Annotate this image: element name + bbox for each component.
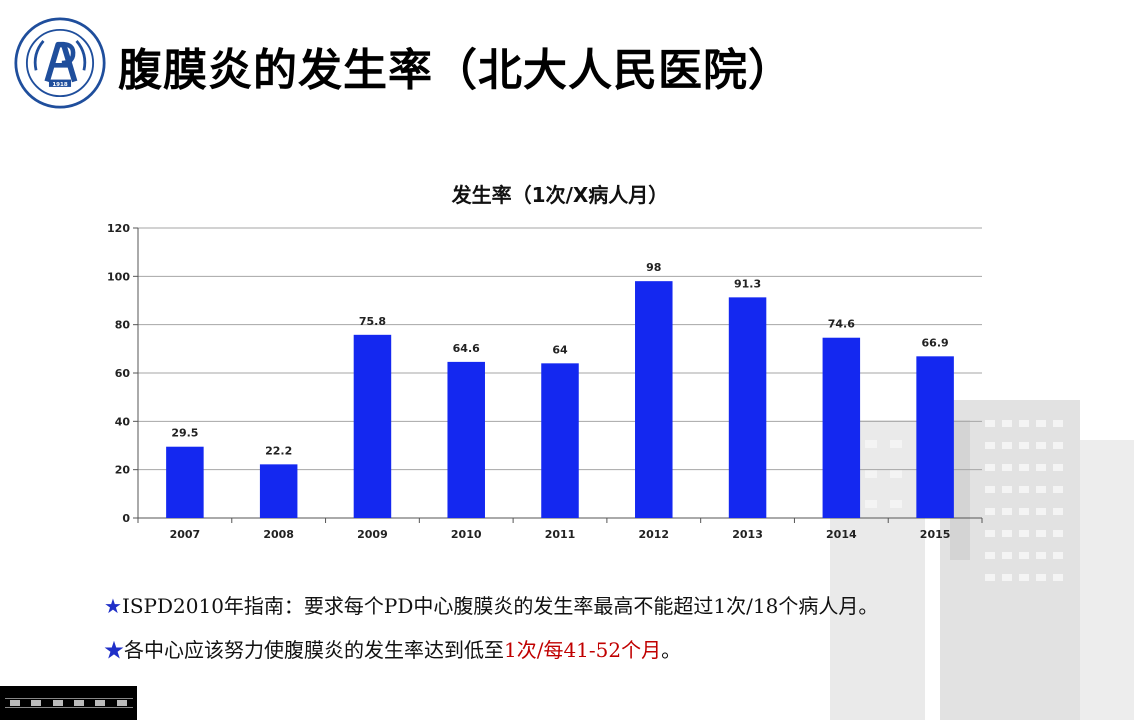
y-tick-label: 120 xyxy=(107,222,130,235)
x-tick-label-2013: 2013 xyxy=(732,528,763,541)
data-label-2011: 64 xyxy=(552,343,568,356)
bar-2008 xyxy=(259,464,298,518)
bar-2013 xyxy=(728,297,767,518)
y-tick-label: 0 xyxy=(122,512,130,525)
toolbar-controls-icon xyxy=(4,698,133,708)
y-tick-label: 40 xyxy=(115,415,131,428)
star-icon: ★ xyxy=(104,594,122,618)
data-label-2012: 98 xyxy=(646,261,661,274)
y-tick-label: 80 xyxy=(115,319,131,332)
data-label-2007: 29.5 xyxy=(171,427,198,440)
bar-2010 xyxy=(447,361,485,518)
chart-title: 发生率（1次/X病人月） xyxy=(451,183,669,207)
data-label-2013: 91.3 xyxy=(734,277,761,290)
data-label-2010: 64.6 xyxy=(453,342,480,355)
x-tick-label-2007: 2007 xyxy=(170,528,201,541)
data-label-2015: 66.9 xyxy=(922,336,949,349)
star-icon: ★ xyxy=(104,638,124,662)
bar-chart: 发生率（1次/X病人月） 0 20 40 60 80 100 120 29.5 2007 22.2 2… xyxy=(107,183,983,541)
y-tick-label: 20 xyxy=(115,464,131,477)
svg-text:1918: 1918 xyxy=(52,82,68,88)
x-tick-label-2012: 2012 xyxy=(638,528,669,541)
note-target-end: 。 xyxy=(661,638,682,662)
data-label-2014: 74.6 xyxy=(828,318,855,331)
note-target-text: 各中心应该努力使腹膜炎的发生率达到低至 xyxy=(124,638,504,662)
data-label-2008: 22.2 xyxy=(265,444,292,457)
y-tick-label: 100 xyxy=(107,270,130,283)
x-tick-label-2015: 2015 xyxy=(920,528,951,541)
note-guideline: ★ISPD2010年指南：要求每个PD中心腹膜炎的发生率最高不能超过1次/18个… xyxy=(104,590,878,619)
x-tick-label-2009: 2009 xyxy=(357,528,388,541)
slideshow-toolbar[interactable] xyxy=(0,686,137,720)
note-target-highlight: 1次/每41-52个月 xyxy=(504,638,662,662)
x-tick-label-2008: 2008 xyxy=(263,528,294,541)
y-tick-label: 60 xyxy=(115,367,131,380)
bar-2007 xyxy=(166,446,204,518)
x-tick-label-2011: 2011 xyxy=(545,528,576,541)
x-tick-label-2010: 2010 xyxy=(451,528,482,541)
slide-title: 腹膜炎的发生率（北大人民医院） xyxy=(118,45,793,96)
data-label-2009: 75.8 xyxy=(359,315,386,328)
bar-2014 xyxy=(822,337,861,518)
bar-2011 xyxy=(541,363,579,518)
bar-2012 xyxy=(635,281,673,518)
bar-2009 xyxy=(353,334,392,518)
note-target: ★各中心应该努力使腹膜炎的发生率达到低至1次/每41-52个月。 xyxy=(104,634,681,663)
note-guideline-text: ISPD2010年指南：要求每个PD中心腹膜炎的发生率最高不能超过1次/18个病… xyxy=(121,594,879,618)
x-tick-label-2014: 2014 xyxy=(826,528,857,541)
logo: 1918 xyxy=(14,17,106,109)
bar-2015 xyxy=(916,356,954,518)
